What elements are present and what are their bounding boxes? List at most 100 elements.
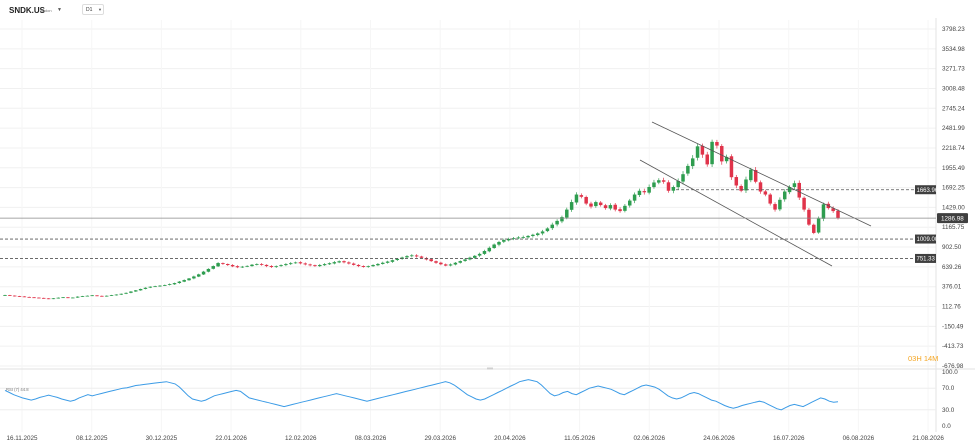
candle-body [318,265,322,267]
candle-body [797,182,801,198]
candle-body [628,200,632,206]
symbol-subtitle: Andon [40,8,52,13]
price-tick-label: 1692.25 [942,185,965,192]
candle-body [100,295,104,297]
candle-body [347,262,351,264]
candle-body [657,180,661,183]
candle-body [298,262,303,264]
timeframe-select[interactable]: D1 [82,4,104,15]
candle-body [182,280,186,282]
candle-body [201,271,206,275]
candle-body [46,298,51,300]
candle-body [749,169,753,181]
candle-body [288,263,293,265]
candle-body [395,258,400,261]
price-tick-label: 1429.00 [942,204,965,211]
indicator-tick-label: 100.0 [942,369,958,376]
time-tick-label: 20.04.2026 [494,435,526,442]
candle-body [293,262,298,264]
candle-body [497,241,501,245]
price-tick-label: 2745.24 [942,105,965,112]
candle-body [482,251,487,254]
candle-body [342,261,346,263]
candle-body [255,264,259,265]
time-tick-label: 11.05.2026 [564,435,596,442]
indicator-panel[interactable]: 100.0 70.0 30.0 0.0 RSI (7) 44.8 [0,367,975,431]
time-tick-label: 08.12.2025 [76,435,108,442]
candle-body [690,158,695,167]
candle-body [313,265,317,267]
candle-body [17,296,22,297]
candle-body [206,268,211,272]
indicator-tick-label: 70.0 [942,385,955,392]
candle-body [443,264,448,266]
candle-body [167,284,172,285]
candle-body [429,259,433,262]
candle-body [381,262,385,264]
candle-body [739,186,743,191]
horizontal-levels[interactable]: 1663.96 1009.00 751.33 [0,185,939,263]
candle-body [22,296,27,298]
candle-body [647,187,651,193]
candle-body [715,142,719,146]
candle-body [531,234,535,236]
candle-body [439,262,443,265]
candle-body [792,183,797,187]
candle-body [681,174,685,182]
price-tick-label: -413.73 [942,343,964,350]
candle-body [337,261,341,263]
candle-body [782,191,787,200]
candle-body [235,266,240,268]
timeframe-chevron-down-icon[interactable]: ▼ [98,7,102,12]
price-tick-label: 3271.73 [942,66,965,73]
candle-timer: 03H 14M [908,354,938,363]
price-tick-label: 2218.74 [942,145,965,152]
candle-body [419,256,424,258]
candle-body [565,209,569,218]
candle-body [71,297,75,299]
price-tick-label: 112.76 [942,304,961,311]
candle-body [27,296,31,298]
candle-body [623,205,627,211]
candle-body [807,209,811,225]
time-tick-label: 30.12.2025 [146,435,178,442]
candle-body [216,263,220,267]
candle-body [821,204,826,219]
candle-body [153,286,157,288]
candle-body [250,264,254,267]
price-tick-label: 376.01 [942,284,962,291]
candle-body [448,264,453,266]
candle-body [613,204,617,210]
candle-body [211,266,215,269]
candle-body [550,224,555,229]
candle-body [51,298,56,300]
level-label-text: 1009.00 [917,237,939,243]
candle-body [574,194,579,203]
timeframe-label: D1 [86,7,93,13]
descending-channel[interactable] [639,121,872,267]
candle-body [192,276,196,279]
candle-body [778,199,782,210]
candle-body [831,208,835,212]
candle-body [385,261,390,263]
time-tick-label: 29.03.2026 [424,435,456,442]
time-axis: 16.11.2025 08.12.2025 30.12.2025 22.01.2026… [6,435,944,442]
symbol-dropdown-icon[interactable]: ▼ [57,7,62,13]
candle-body [540,231,545,234]
candle-body [303,263,308,265]
candle-body [598,202,603,206]
candle-body [177,281,182,284]
candle-body [744,179,748,191]
candle-body [453,262,458,265]
candle-body [226,264,230,266]
price-tick-label: 3008.48 [942,85,965,92]
time-tick-label: 06.08.2026 [843,435,875,442]
candle-body [555,220,559,225]
candle-body [661,180,666,182]
candle-body [802,197,806,210]
chart-toolbar: SNDK.US Andon ▼ D1 ▼ [0,0,975,20]
candle-body [569,202,574,210]
candle-body [535,233,540,236]
symbol-label[interactable]: SNDK.US [9,6,46,15]
